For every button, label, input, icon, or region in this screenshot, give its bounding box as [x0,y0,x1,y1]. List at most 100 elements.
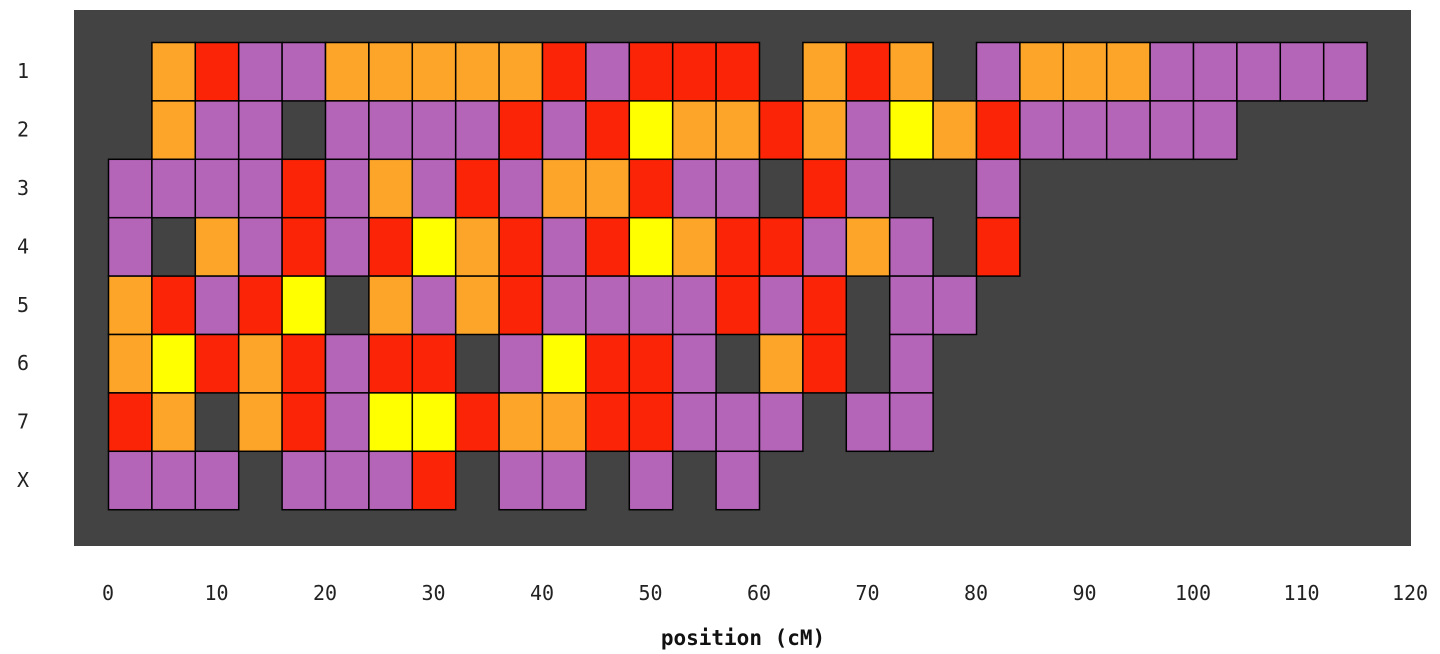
heatmap-cell-chr5-56cM [715,275,761,336]
heatmap-cell-chr6-72cM [888,333,934,394]
heatmap-cell-chr4-20cM [324,216,370,277]
heatmap-cell-chr6-20cM [324,333,370,394]
heatmap-cell-chr1-24cM [368,41,414,102]
heatmap-cell-chrX-40cM [541,450,587,511]
heatmap-cell-chr3-16cM [281,158,327,219]
x-axis-ticks: 0 10 20 30 40 50 60 70 80 90 100 110 120 [102,581,1428,605]
heatmap-cell-chr2-68cM [845,100,891,161]
x-tick-90: 90 [1072,581,1096,605]
heatmap-cell-chr3-40cM [541,158,587,219]
heatmap-cell-chr7-0cM [107,392,153,453]
heatmap-cell-chr1-4cM [151,41,197,102]
heatmap-cell-chr1-68cM [845,41,891,102]
heatmap-cell-chrX-4cM [151,450,197,511]
heatmap-cell-chr4-60cM [758,216,804,277]
heatmap-cell-chr4-68cM [845,216,891,277]
heatmap-cell-chr6-52cM [671,333,717,394]
heatmap-cell-chr2-84cM [1019,100,1065,161]
heatmap-cell-chr2-60cM [758,100,804,161]
heatmap-cell-chr4-48cM [628,216,674,277]
heatmap-cell-chr3-56cM [715,158,761,219]
heatmap-cell-chr3-32cM [454,158,500,219]
x-tick-120: 120 [1392,581,1428,605]
heatmap-cell-chrX-24cM [368,450,414,511]
heatmap-cell-chr1-108cM [1279,41,1325,102]
heatmap-cell-chr1-112cM [1322,41,1368,102]
heatmap-cell-chrX-0cM [107,450,153,511]
heatmap-cell-chr1-84cM [1019,41,1065,102]
heatmap-cell-chr5-4cM [151,275,197,336]
heatmap-cell-chr5-64cM [802,275,848,336]
heatmap-cell-chr4-32cM [454,216,500,277]
heatmap-cell-chr4-80cM [975,216,1021,277]
heatmap-cell-chr7-40cM [541,392,587,453]
heatmap-cell-chr3-64cM [802,158,848,219]
heatmap-cell-chr5-44cM [585,275,631,336]
heatmap-cell-chr1-88cM [1062,41,1108,102]
heatmap-cell-chr2-12cM [237,100,283,161]
heatmap-cell-chr2-24cM [368,100,414,161]
heatmap-cell-chr1-56cM [715,41,761,102]
heatmap-cell-chr1-28cM [411,41,457,102]
heatmap-cell-chrX-28cM [411,450,457,511]
heatmap-cell-chr2-92cM [1105,100,1151,161]
heatmap-cell-chr1-104cM [1236,41,1282,102]
heatmap-cell-chr1-8cM [194,41,240,102]
heatmap-cell-chr1-36cM [498,41,544,102]
heatmap-cell-chr2-8cM [194,100,240,161]
heatmap-cell-chr7-36cM [498,392,544,453]
x-tick-50: 50 [638,581,662,605]
heatmap-cell-chr6-48cM [628,333,674,394]
row-label-4: 4 [17,234,29,258]
heatmap-cell-chr5-76cM [932,275,978,336]
heatmap-cell-chr3-80cM [975,158,1021,219]
heatmap-cell-chr5-52cM [671,275,717,336]
heatmap-cell-chr2-36cM [498,100,544,161]
heatmap-cell-chr5-8cM [194,275,240,336]
heatmap-cell-chr4-8cM [194,216,240,277]
heatmap-cell-chr2-100cM [1192,100,1238,161]
heatmap-cell-chr1-12cM [237,41,283,102]
heatmap-cell-chr6-4cM [151,333,197,394]
heatmap-cell-chr7-56cM [715,392,761,453]
x-tick-30: 30 [421,581,445,605]
heatmap-cell-chr5-24cM [368,275,414,336]
heatmap-cell-chr1-96cM [1149,41,1195,102]
heatmap-cell-chr4-44cM [585,216,631,277]
heatmap-cell-chr5-16cM [281,275,327,336]
heatmap-cell-chr4-52cM [671,216,717,277]
heatmap-cell-chr6-24cM [368,333,414,394]
heatmap-cell-chrX-16cM [281,450,327,511]
heatmap-cell-chr1-44cM [585,41,631,102]
heatmap-cell-chrX-48cM [628,450,674,511]
heatmap-cell-chr6-16cM [281,333,327,394]
heatmap-cell-chr5-12cM [237,275,283,336]
heatmap-cell-chr6-36cM [498,333,544,394]
heatmap-cell-chr4-16cM [281,216,327,277]
heatmap-cell-chr2-48cM [628,100,674,161]
heatmap-cell-chr3-12cM [237,158,283,219]
heatmap-cell-chr5-32cM [454,275,500,336]
heatmap-cell-chr2-80cM [975,100,1021,161]
heatmap-cell-chr4-24cM [368,216,414,277]
heatmap-cell-chr5-28cM [411,275,457,336]
heatmap-cell-chr2-20cM [324,100,370,161]
heatmap-cell-chr5-36cM [498,275,544,336]
x-tick-0: 0 [102,581,114,605]
heatmap-cell-chr3-20cM [324,158,370,219]
heatmap-cell-chr1-64cM [802,41,848,102]
x-tick-100: 100 [1175,581,1211,605]
x-tick-40: 40 [530,581,554,605]
heatmap-cell-chr3-44cM [585,158,631,219]
heatmap-cell-chr6-40cM [541,333,587,394]
heatmap-cell-chr7-20cM [324,392,370,453]
x-tick-70: 70 [855,581,879,605]
heatmap-cell-chr7-48cM [628,392,674,453]
heatmap-cell-chr2-4cM [151,100,197,161]
heatmap-cell-chr7-68cM [845,392,891,453]
heatmap-cell-chr7-60cM [758,392,804,453]
heatmap-cell-chr4-12cM [237,216,283,277]
heatmap-cell-chr3-4cM [151,158,197,219]
heatmap-cell-chr1-40cM [541,41,587,102]
heatmap-cell-chr6-0cM [107,333,153,394]
